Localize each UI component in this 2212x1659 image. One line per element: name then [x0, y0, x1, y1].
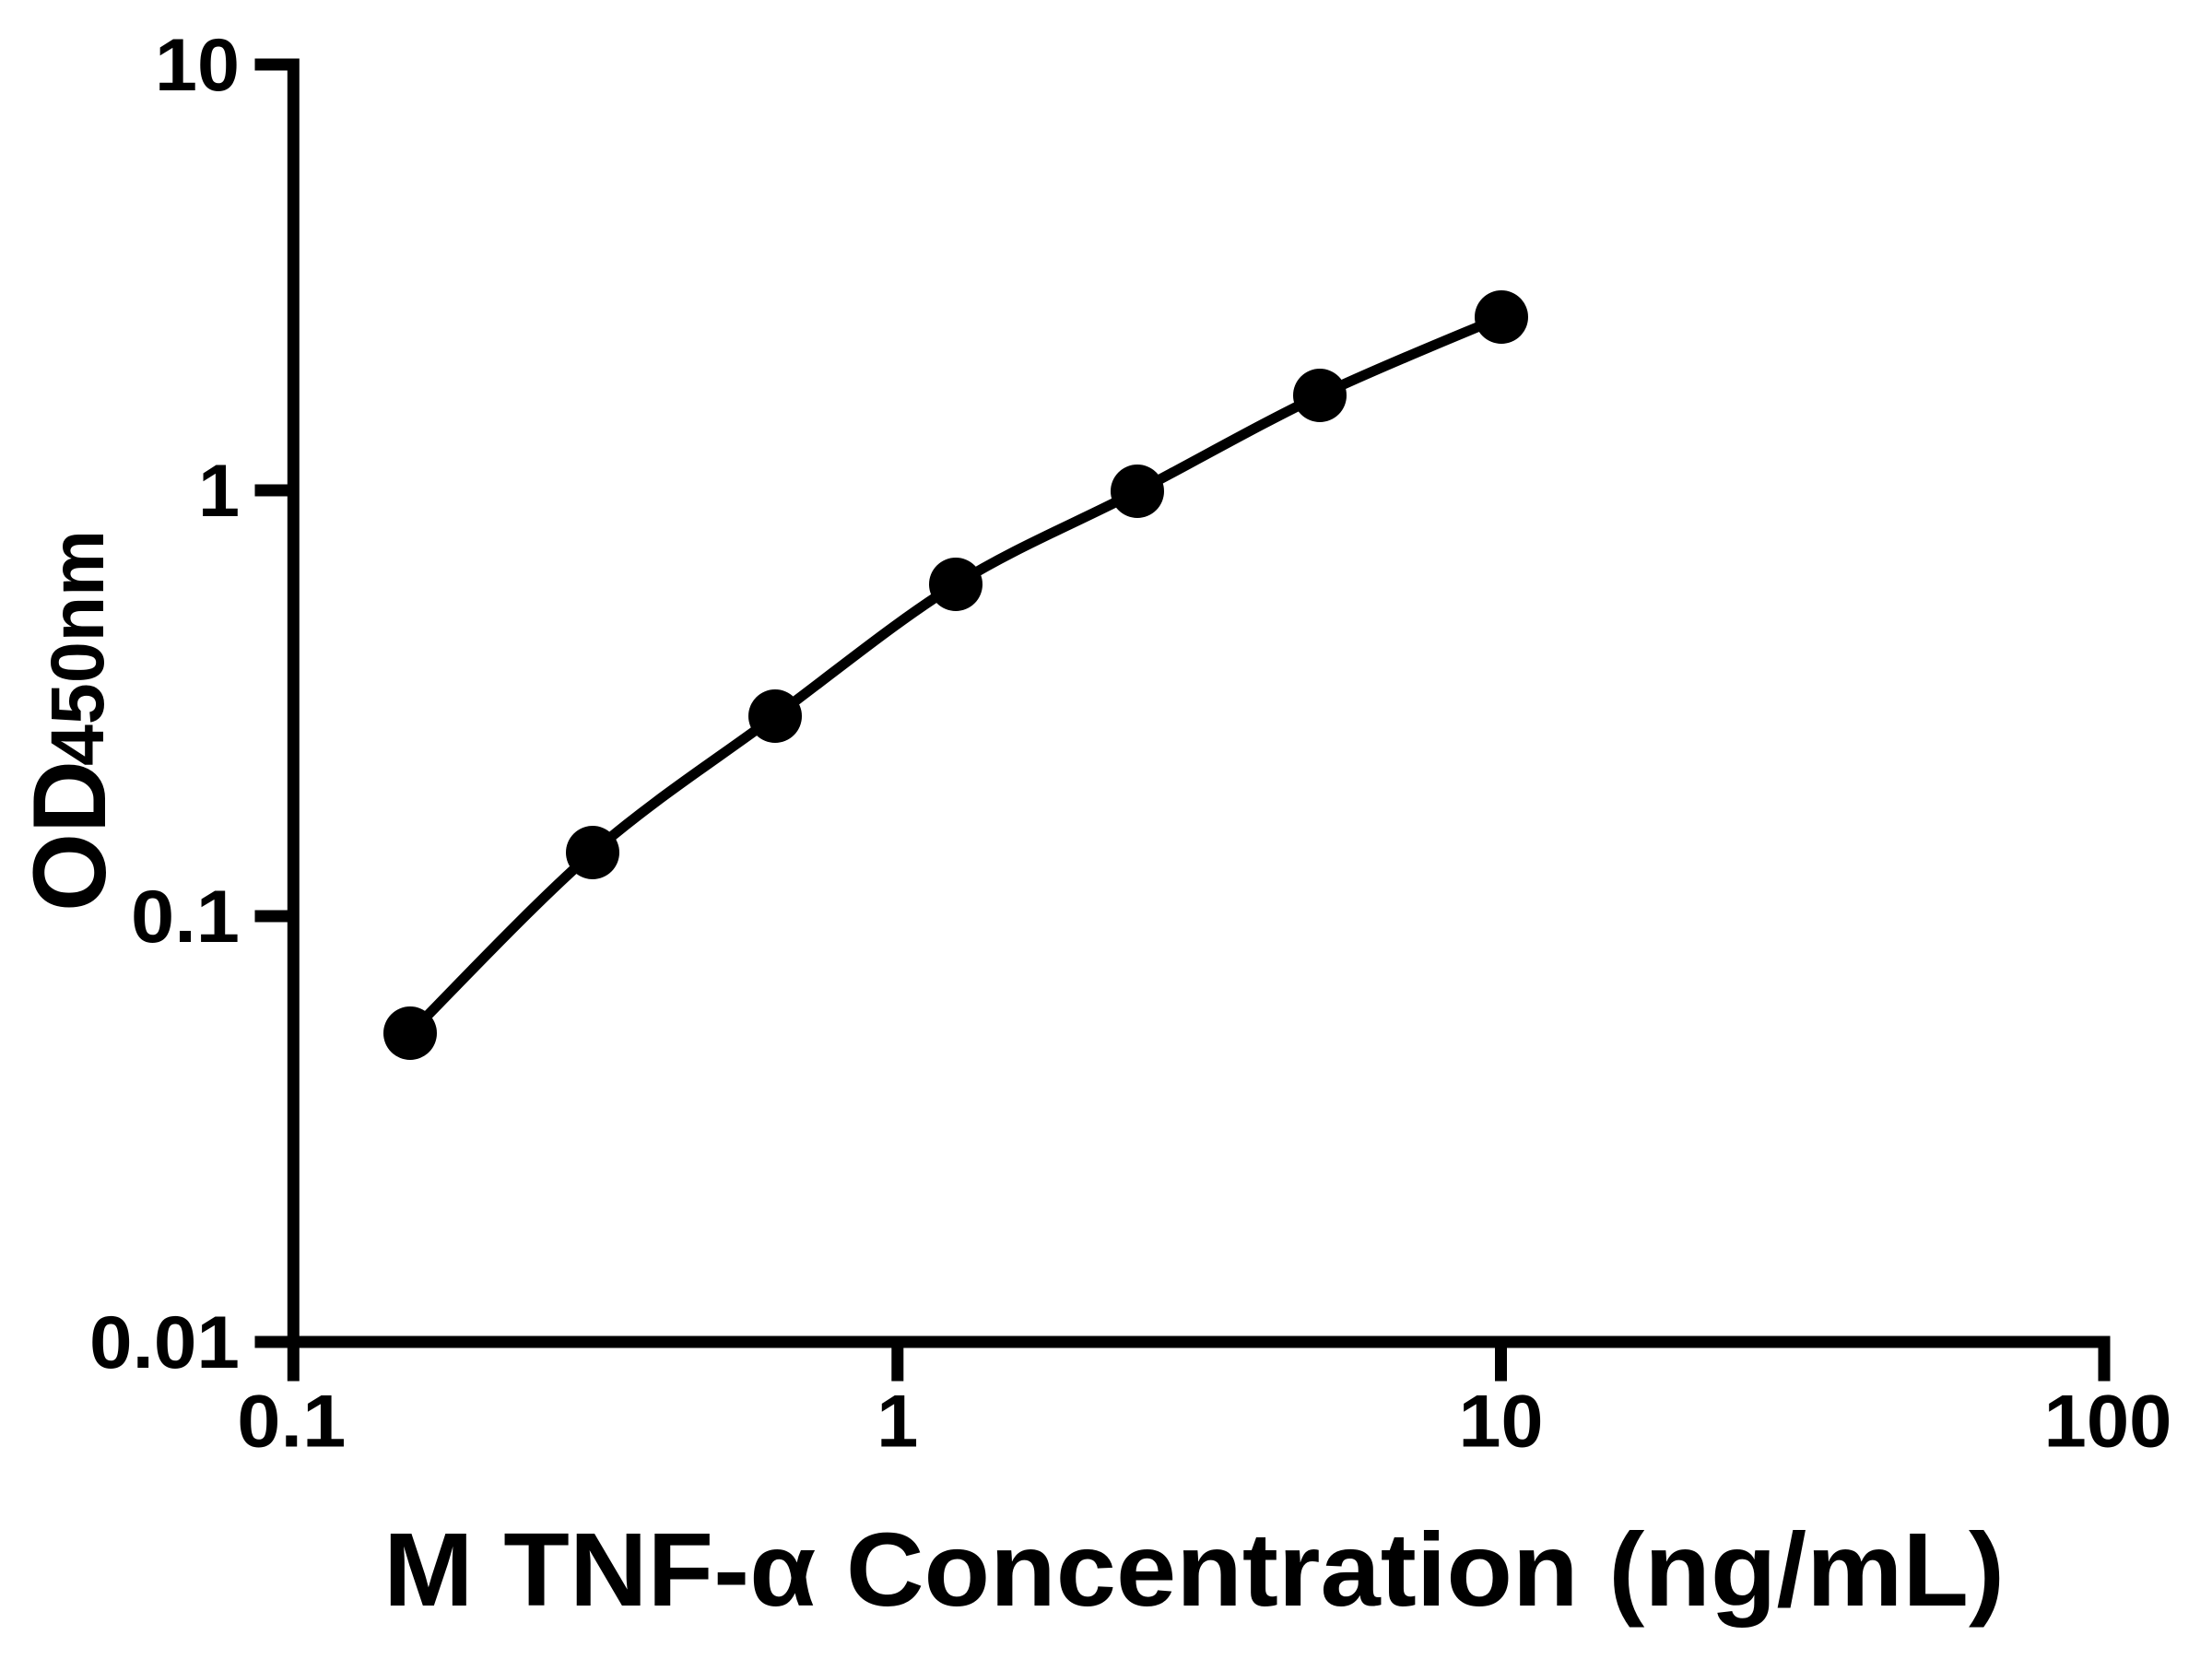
svg-text:0.1: 0.1: [131, 876, 240, 959]
svg-text:OD: OD: [12, 760, 127, 912]
svg-text:1: 1: [198, 450, 240, 533]
svg-text:10: 10: [1459, 1381, 1544, 1464]
svg-text:0.01: 0.01: [89, 1301, 240, 1384]
svg-text:100: 100: [2044, 1381, 2172, 1464]
svg-text:M TNF-α Concentration (ng/mL): M TNF-α Concentration (ng/mL): [383, 1512, 2005, 1628]
svg-text:450nm: 450nm: [36, 530, 120, 766]
svg-text:1: 1: [877, 1381, 918, 1464]
svg-text:10: 10: [155, 24, 240, 107]
svg-text:0.1: 0.1: [237, 1381, 346, 1464]
